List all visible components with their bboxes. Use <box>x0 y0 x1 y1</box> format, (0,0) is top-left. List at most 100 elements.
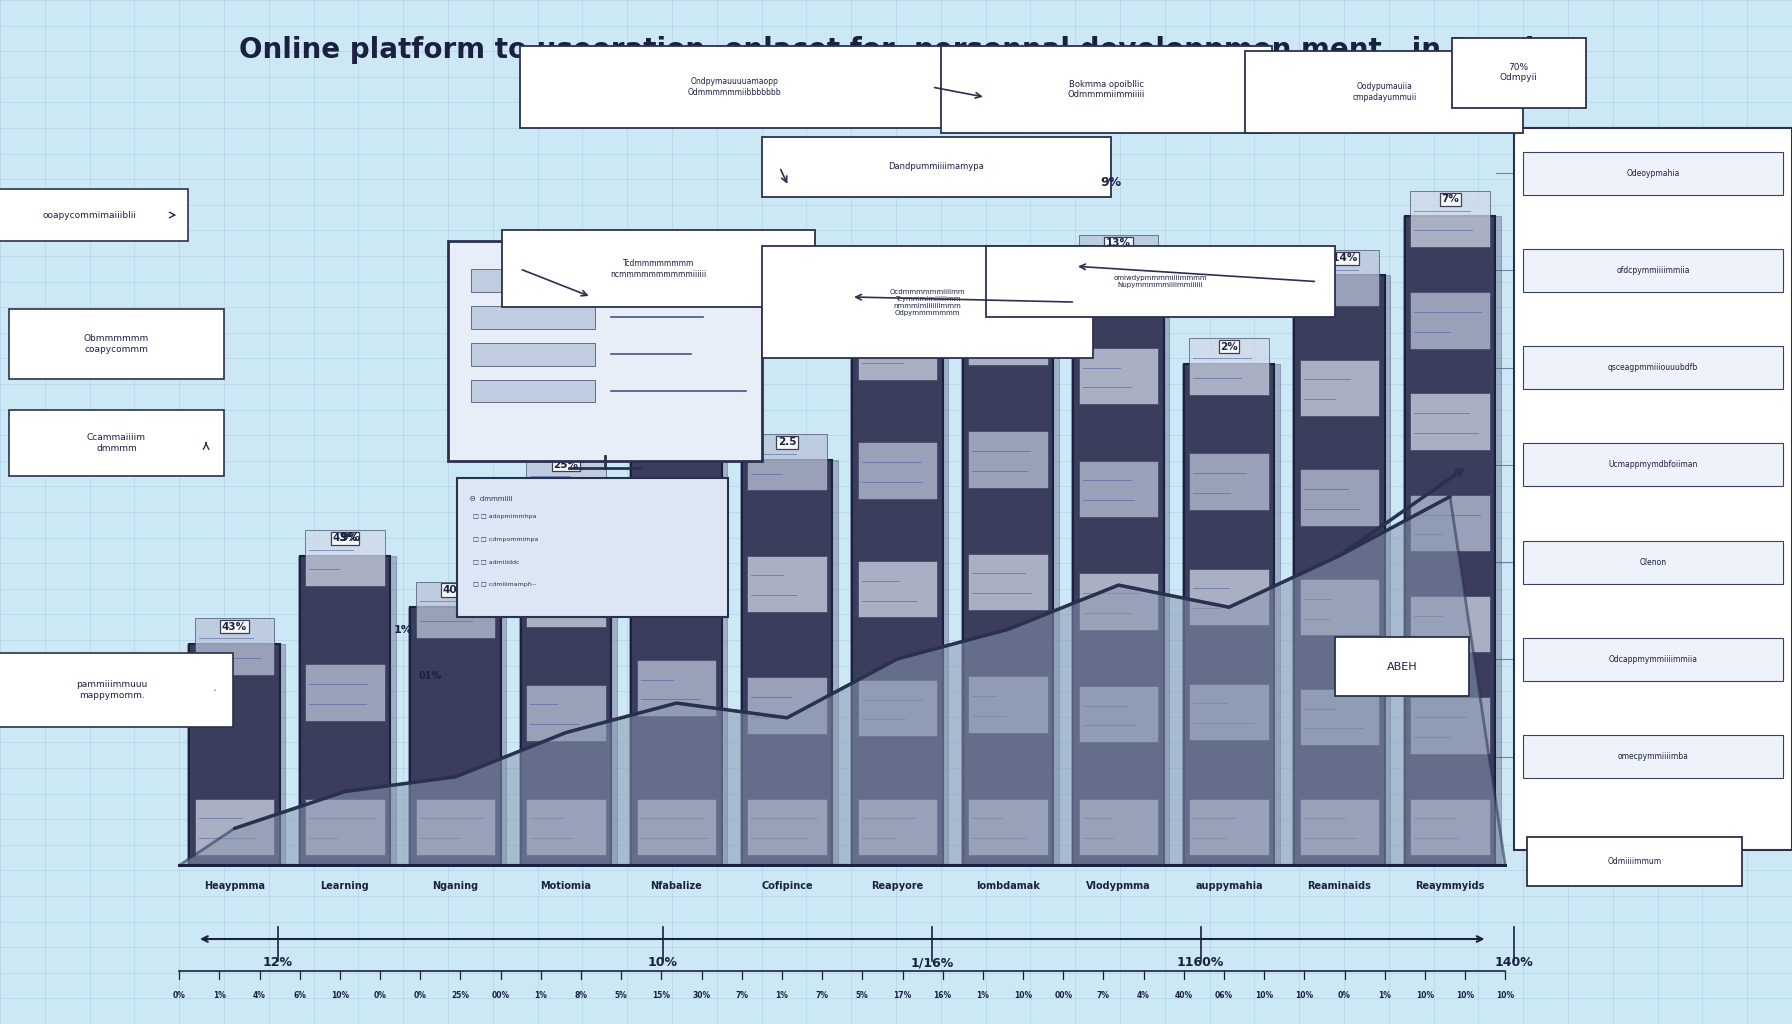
Text: ABEH: ABEH <box>1387 662 1417 672</box>
Text: 2%: 2% <box>1220 342 1238 351</box>
FancyBboxPatch shape <box>968 799 1048 855</box>
Text: 4%: 4% <box>889 327 907 337</box>
FancyBboxPatch shape <box>1523 346 1783 389</box>
FancyBboxPatch shape <box>986 246 1335 317</box>
Text: 12%: 12% <box>263 956 292 970</box>
FancyBboxPatch shape <box>1292 275 1383 865</box>
FancyBboxPatch shape <box>527 685 606 741</box>
FancyBboxPatch shape <box>1079 236 1158 292</box>
FancyBboxPatch shape <box>851 349 941 865</box>
FancyBboxPatch shape <box>471 306 595 329</box>
FancyBboxPatch shape <box>1079 261 1168 865</box>
Text: 10%: 10% <box>1416 991 1434 999</box>
FancyBboxPatch shape <box>1079 461 1158 517</box>
Text: □ □ adopmimmhpa: □ □ adopmimmhpa <box>473 514 536 519</box>
FancyBboxPatch shape <box>305 556 396 865</box>
FancyBboxPatch shape <box>1335 637 1469 696</box>
Text: 0%: 0% <box>414 991 426 999</box>
Text: 1/16%: 1/16% <box>910 956 953 970</box>
FancyBboxPatch shape <box>1452 38 1586 108</box>
FancyBboxPatch shape <box>629 409 720 865</box>
Text: 06%: 06% <box>1215 991 1233 999</box>
FancyBboxPatch shape <box>409 607 498 865</box>
Text: 8%: 8% <box>575 991 588 999</box>
FancyBboxPatch shape <box>1410 216 1500 865</box>
FancyBboxPatch shape <box>1190 454 1269 510</box>
Text: 5%: 5% <box>857 991 869 999</box>
Text: 25%: 25% <box>554 460 579 470</box>
Text: 40%: 40% <box>443 585 468 595</box>
Text: 43%: 43% <box>332 534 358 544</box>
Text: 10%: 10% <box>1496 991 1514 999</box>
Text: Odmiiiimmum: Odmiiiimmum <box>1607 857 1661 865</box>
FancyBboxPatch shape <box>747 799 826 855</box>
Text: ooapycommimaiiiblii: ooapycommimaiiiblii <box>43 211 136 219</box>
FancyBboxPatch shape <box>968 554 1048 610</box>
FancyBboxPatch shape <box>1410 495 1489 551</box>
FancyBboxPatch shape <box>858 442 937 499</box>
FancyBboxPatch shape <box>527 570 606 627</box>
Text: 13%: 13% <box>1106 239 1131 249</box>
Text: 6%: 6% <box>294 991 306 999</box>
FancyBboxPatch shape <box>1190 364 1279 865</box>
Text: Reapyore: Reapyore <box>871 881 923 891</box>
FancyBboxPatch shape <box>747 677 826 733</box>
FancyBboxPatch shape <box>299 556 391 865</box>
FancyBboxPatch shape <box>195 618 274 675</box>
Text: Obmmmmmm
coapycommm: Obmmmmmm coapycommm <box>84 335 149 353</box>
Text: pammiiimmuuu
mappymomm.: pammiiimmuuu mappymomm. <box>77 681 147 699</box>
FancyBboxPatch shape <box>968 335 1059 865</box>
FancyBboxPatch shape <box>747 460 837 865</box>
FancyBboxPatch shape <box>1079 348 1158 404</box>
Text: 17%: 17% <box>894 991 912 999</box>
Text: 01%: 01% <box>419 671 441 681</box>
Text: 1%: 1% <box>394 625 412 635</box>
Text: - feompymiii -: - feompymiii - <box>579 264 631 273</box>
FancyBboxPatch shape <box>1299 580 1380 636</box>
FancyBboxPatch shape <box>471 269 595 292</box>
Text: 43%: 43% <box>222 622 247 632</box>
Text: Nganing: Nganing <box>432 881 478 891</box>
FancyBboxPatch shape <box>636 383 717 439</box>
FancyBboxPatch shape <box>1079 573 1158 630</box>
FancyBboxPatch shape <box>1245 51 1523 133</box>
Text: 9%: 9% <box>339 531 360 544</box>
Text: Reaminaids: Reaminaids <box>1308 881 1371 891</box>
Text: 70%
Odmpyii: 70% Odmpyii <box>1500 63 1538 82</box>
Text: Nfabalize: Nfabalize <box>650 881 702 891</box>
Text: Iombdamak: Iombdamak <box>977 881 1039 891</box>
Text: Ocdmmmmmmiiiimm
Tcymmmimiiiiiimm
nmmmimiiiiiiimmm
Odpymmmmmmm: Ocdmmmmmmiiiimm Tcymmmimiiiiiimm nmmmimi… <box>889 289 966 315</box>
Text: 10%: 10% <box>1457 991 1475 999</box>
FancyBboxPatch shape <box>853 349 943 865</box>
FancyBboxPatch shape <box>520 46 950 128</box>
Text: 9%: 9% <box>1100 176 1122 188</box>
FancyBboxPatch shape <box>305 530 385 587</box>
FancyBboxPatch shape <box>527 799 606 855</box>
Text: 10%: 10% <box>649 956 677 970</box>
FancyBboxPatch shape <box>1410 799 1489 855</box>
FancyBboxPatch shape <box>1073 261 1163 865</box>
Text: 140%: 140% <box>1495 956 1534 970</box>
FancyBboxPatch shape <box>471 380 595 402</box>
Text: 10%: 10% <box>1254 991 1274 999</box>
Text: Ucmappmymdbfoiiman: Ucmappmymdbfoiiman <box>1609 461 1697 469</box>
Text: 0%: 0% <box>172 991 186 999</box>
Text: Θ  dmmmiiii: Θ dmmmiiii <box>470 496 513 502</box>
FancyBboxPatch shape <box>457 478 728 617</box>
Text: 4%: 4% <box>1138 991 1150 999</box>
FancyBboxPatch shape <box>631 409 722 865</box>
FancyBboxPatch shape <box>968 676 1048 732</box>
FancyBboxPatch shape <box>1079 686 1158 742</box>
FancyBboxPatch shape <box>305 799 385 855</box>
Text: Ondpymauuuuamaopp
Odmmmmmmiibbbbbbb: Ondpymauuuuamaopp Odmmmmmmiibbbbbbb <box>688 78 781 96</box>
FancyBboxPatch shape <box>502 230 815 307</box>
Text: Learning: Learning <box>321 881 369 891</box>
FancyBboxPatch shape <box>1079 799 1158 855</box>
FancyBboxPatch shape <box>858 349 948 865</box>
Text: 1%: 1% <box>1378 991 1391 999</box>
Text: 00%: 00% <box>1054 991 1072 999</box>
FancyBboxPatch shape <box>520 482 609 865</box>
FancyBboxPatch shape <box>1523 443 1783 486</box>
FancyBboxPatch shape <box>297 556 389 865</box>
FancyBboxPatch shape <box>1190 568 1269 625</box>
